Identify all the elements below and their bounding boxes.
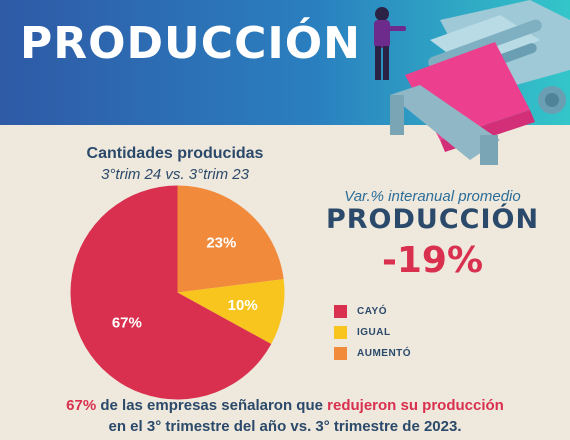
legend-item-igual: IGUAL xyxy=(334,323,411,342)
pie-label-aumentó: 23% xyxy=(206,235,236,252)
legend-swatch xyxy=(334,305,347,318)
footer-percent: 67% xyxy=(66,397,97,414)
chart-subtitle: 3°trim 24 vs. 3°trim 23 xyxy=(101,166,249,183)
page-title: PRODUCCIÓN xyxy=(20,18,361,69)
summary-value: -19% xyxy=(381,240,484,281)
pie-slice-cayó xyxy=(70,185,272,400)
legend-swatch xyxy=(334,347,347,360)
pie-label-igual: 10% xyxy=(228,297,258,314)
summary-label: Var.% interanual promedio xyxy=(344,188,521,205)
textile-machine-illustration xyxy=(374,0,570,165)
footer-text-1: de las empresas señalaron que xyxy=(96,397,328,414)
legend-label: AUMENTÓ xyxy=(357,348,412,359)
pie-chart: 23% 10% 67% xyxy=(70,185,285,400)
footer-text: 67% de las empresas señalaron que reduje… xyxy=(0,395,570,437)
summary-title: PRODUCCIÓN xyxy=(325,204,540,235)
footer-line-1: 67% de las empresas señalaron que reduje… xyxy=(0,395,570,416)
pie-slice-aumentó xyxy=(177,185,284,293)
chart-title: Cantidades producidas xyxy=(86,145,264,162)
legend-swatch xyxy=(334,326,347,339)
legend-item-cayó: CAYÓ xyxy=(334,302,411,321)
footer-line-2: en el 3° trimestre del año vs. 3° trimes… xyxy=(108,418,462,435)
pie-label-cayó: 67% xyxy=(112,314,142,331)
footer-highlight: redujeron su producción xyxy=(327,397,504,414)
chart-legend: CAYÓ IGUAL AUMENTÓ xyxy=(334,302,411,365)
legend-item-aumentó: AUMENTÓ xyxy=(334,344,411,363)
legend-label: CAYÓ xyxy=(357,306,387,317)
pie-slice-igual xyxy=(177,279,285,345)
legend-label: IGUAL xyxy=(357,327,391,338)
